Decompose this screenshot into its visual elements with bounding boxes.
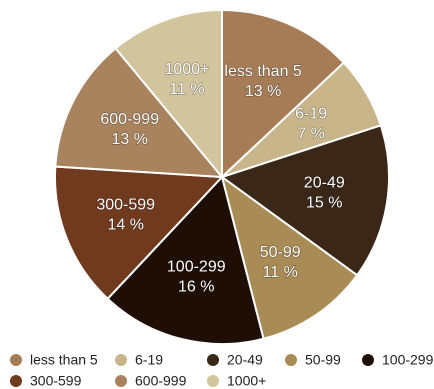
- pie-slice-2: [219, 124, 390, 277]
- legend-label: 1000+: [227, 373, 266, 389]
- legend-label: 6-19: [135, 352, 163, 368]
- slice-category-label: 20-49: [304, 174, 345, 191]
- legend-item: 600-999: [115, 373, 187, 389]
- legend-swatch: [207, 354, 219, 366]
- legend-swatch: [10, 354, 22, 366]
- slice-category-label: 50-99: [260, 244, 301, 261]
- slice-category-label: 1000+: [164, 61, 209, 78]
- legend-label: less than 5: [30, 352, 98, 368]
- slice-category-label: 300-599: [96, 196, 155, 213]
- legend-swatch: [115, 375, 127, 387]
- legend-item: 300-599: [10, 373, 82, 389]
- pie-labels: less than 5 13 % 6-19 7 % 20-49 15 % 50-99 11 %…: [96, 60, 346, 296]
- legend-item: 6-19: [115, 352, 163, 368]
- pie-slice-6: [54, 46, 225, 179]
- legend-item: 100-299: [362, 352, 434, 368]
- legend-label: 300-599: [30, 373, 82, 389]
- pie-slice-3: [220, 174, 359, 340]
- legend-label: 600-999: [135, 373, 187, 389]
- legend-swatch: [362, 354, 374, 366]
- slice-value-label: 16 %: [178, 279, 214, 296]
- slice-value-label: 11 %: [169, 81, 204, 98]
- legend: less than 5 6-19 20-49 50-99 100-299 300-599 6…: [10, 352, 434, 389]
- slice-category-label: 600-999: [100, 111, 159, 128]
- legend-item: 1000+: [207, 373, 266, 389]
- legend-label: 20-49: [227, 352, 263, 368]
- pie-slices: [54, 8, 390, 345]
- slice-value-label: 13 %: [245, 83, 281, 100]
- slice-category-label: less than 5: [224, 63, 301, 80]
- legend-swatch: [10, 375, 22, 387]
- slice-value-label: 13 %: [112, 131, 148, 148]
- legend-swatch: [207, 375, 219, 387]
- slice-category-label: 100-299: [167, 259, 226, 276]
- pie-slice-4: [106, 174, 265, 345]
- pie-slice-0: [221, 8, 346, 180]
- legend-label: 100-299: [382, 352, 434, 368]
- legend-label: 50-99: [305, 352, 341, 368]
- legend-item: 50-99: [285, 352, 341, 368]
- legend-item: 20-49: [207, 352, 263, 368]
- slice-value-label: 14 %: [107, 216, 143, 233]
- legend-item: less than 5: [10, 352, 98, 368]
- slice-value-label: 7 %: [297, 126, 325, 143]
- legend-swatch: [115, 354, 127, 366]
- slice-value-label: 15 %: [306, 194, 342, 211]
- legend-swatch: [285, 354, 297, 366]
- slice-category-label: 6-19: [295, 106, 327, 123]
- slice-value-label: 11 %: [263, 264, 298, 281]
- pie-slice-7: [114, 8, 223, 180]
- pie-slice-5: [54, 165, 225, 301]
